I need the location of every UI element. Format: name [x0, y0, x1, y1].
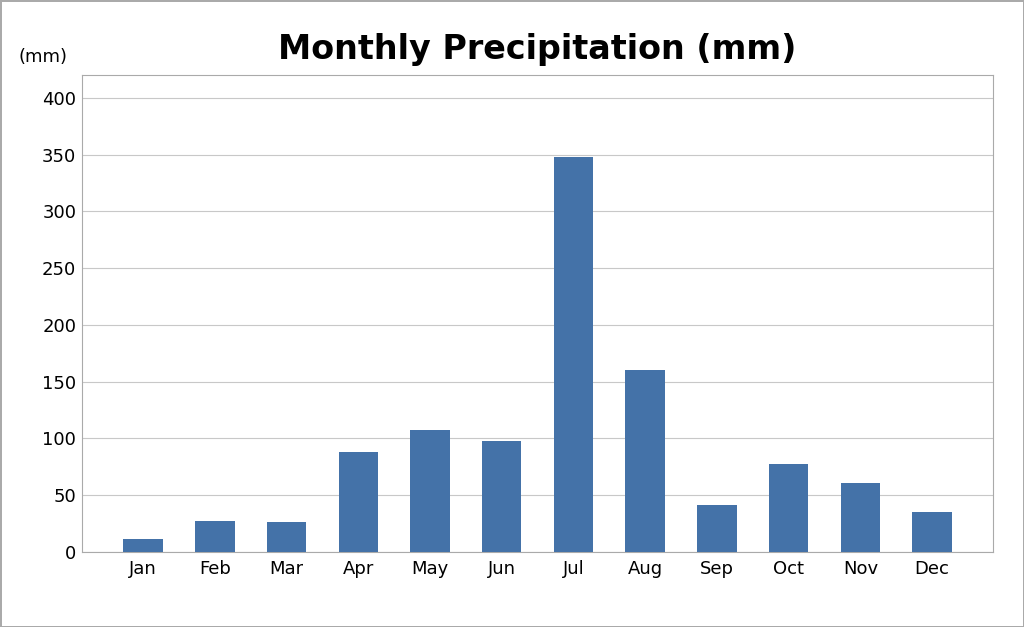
- Bar: [123, 539, 163, 552]
- Bar: [554, 157, 593, 552]
- Text: (mm): (mm): [18, 48, 68, 66]
- Bar: [339, 452, 378, 552]
- Bar: [196, 521, 234, 552]
- Bar: [482, 441, 521, 552]
- Bar: [841, 483, 880, 552]
- Title: Monthly Precipitation (mm): Monthly Precipitation (mm): [279, 33, 797, 66]
- Bar: [267, 522, 306, 552]
- Bar: [769, 465, 808, 552]
- Bar: [626, 370, 665, 552]
- Bar: [912, 512, 952, 552]
- Bar: [697, 505, 736, 552]
- Bar: [411, 430, 450, 552]
